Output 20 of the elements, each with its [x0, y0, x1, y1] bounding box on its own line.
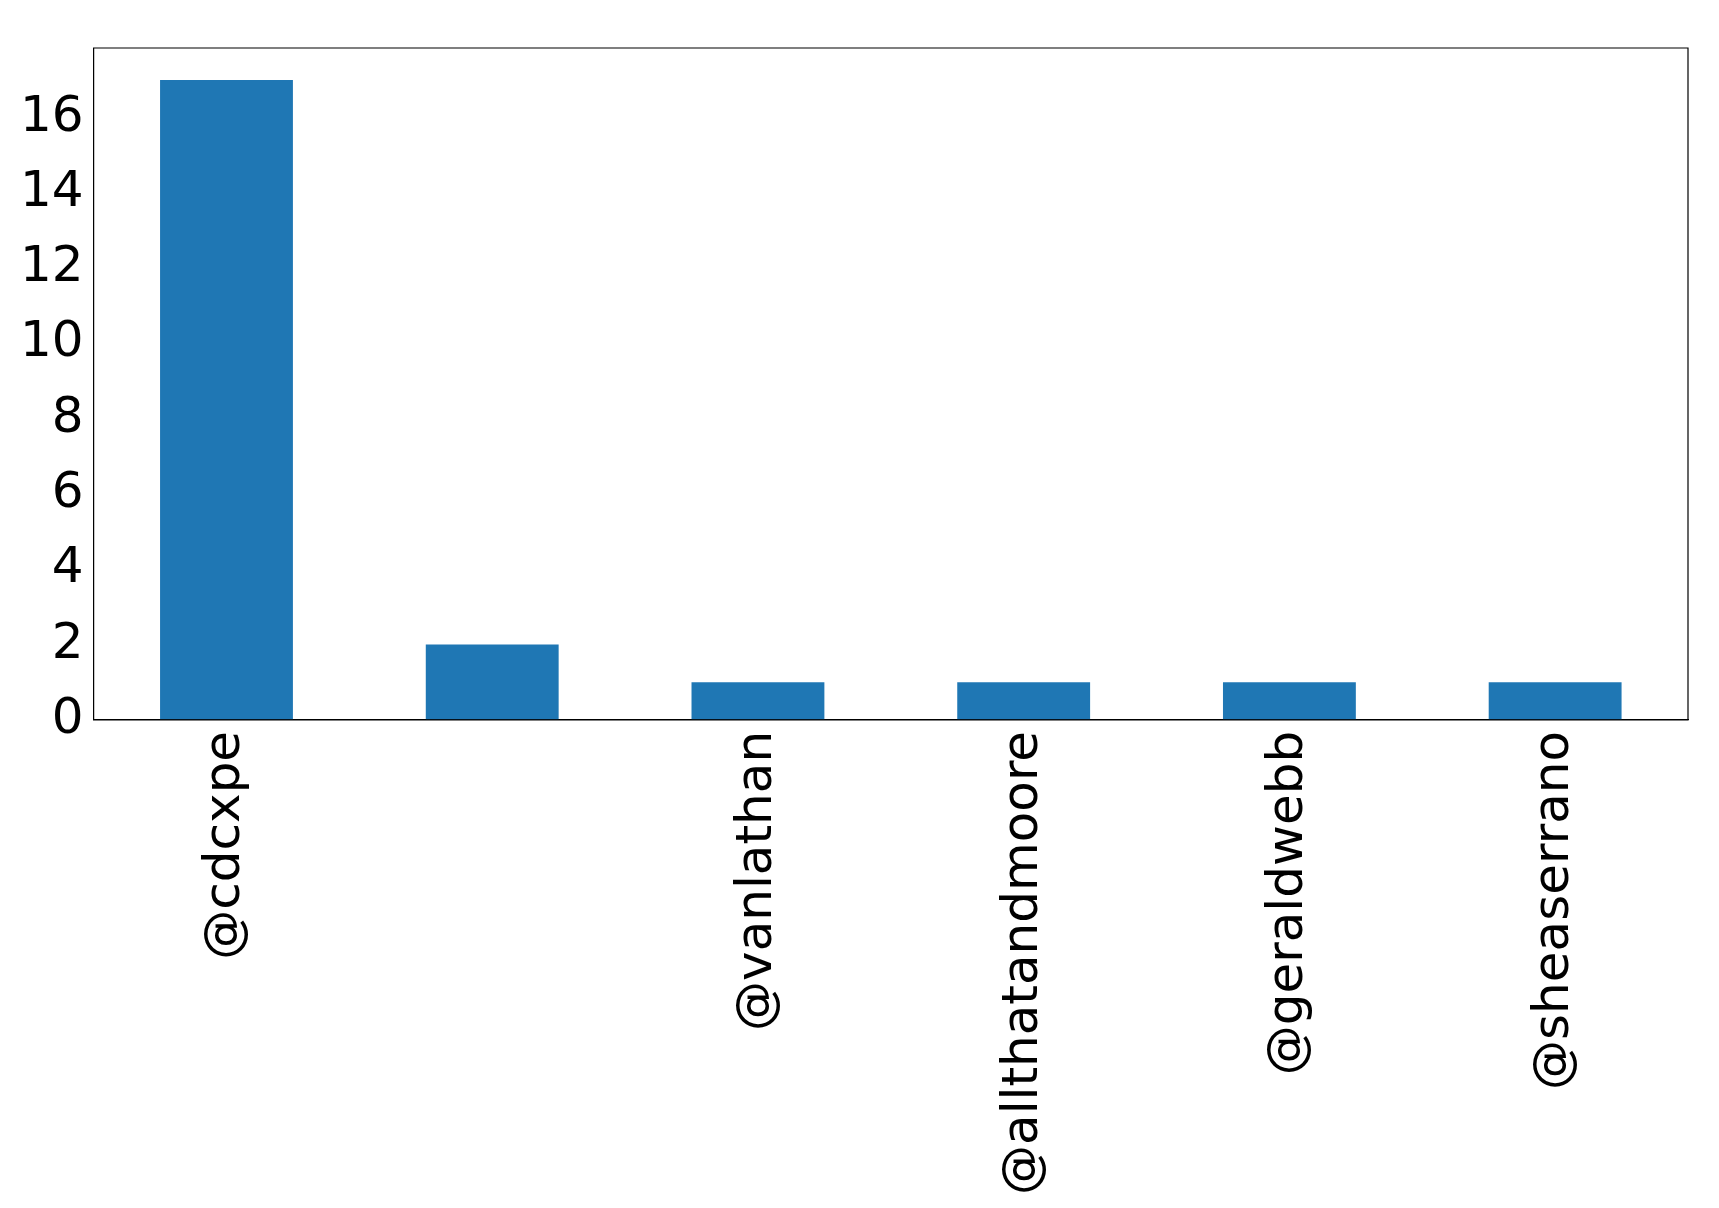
- bar: [160, 79, 293, 720]
- y-tick-label: 4: [51, 536, 84, 595]
- x-tick-label: @cdcxpe: [193, 730, 252, 960]
- x-tick-label: @sheaserrano: [1522, 730, 1581, 1090]
- x-tick-label: @geraldwebb: [1256, 730, 1315, 1076]
- y-tick-label: 0: [51, 686, 84, 745]
- x-tick-label: @vanlathan: [724, 730, 783, 1031]
- y-tick-label: 12: [20, 235, 84, 294]
- bar: [1488, 682, 1622, 720]
- x-tick-label: @allthatandmoore: [990, 730, 1049, 1195]
- y-tick-label: 8: [51, 385, 84, 444]
- bar: [425, 644, 559, 720]
- y-tick-label: 6: [51, 461, 84, 520]
- y-tick-label: 2: [51, 611, 84, 670]
- bar: [691, 682, 825, 720]
- y-tick-label: 16: [20, 84, 84, 143]
- bar: [1222, 682, 1356, 720]
- y-tick-label: 14: [20, 159, 84, 218]
- y-tick-label: 10: [20, 310, 84, 369]
- bar: [957, 682, 1091, 720]
